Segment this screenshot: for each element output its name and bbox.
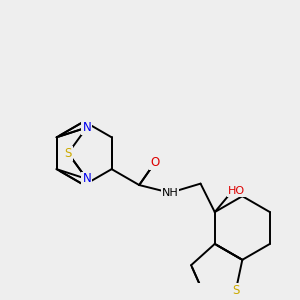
Text: O: O (150, 156, 159, 170)
Text: NH: NH (162, 188, 178, 198)
Text: HO: HO (228, 186, 245, 196)
Text: N: N (82, 172, 91, 185)
Text: S: S (232, 284, 239, 297)
Text: N: N (82, 121, 91, 134)
Text: S: S (64, 147, 72, 160)
